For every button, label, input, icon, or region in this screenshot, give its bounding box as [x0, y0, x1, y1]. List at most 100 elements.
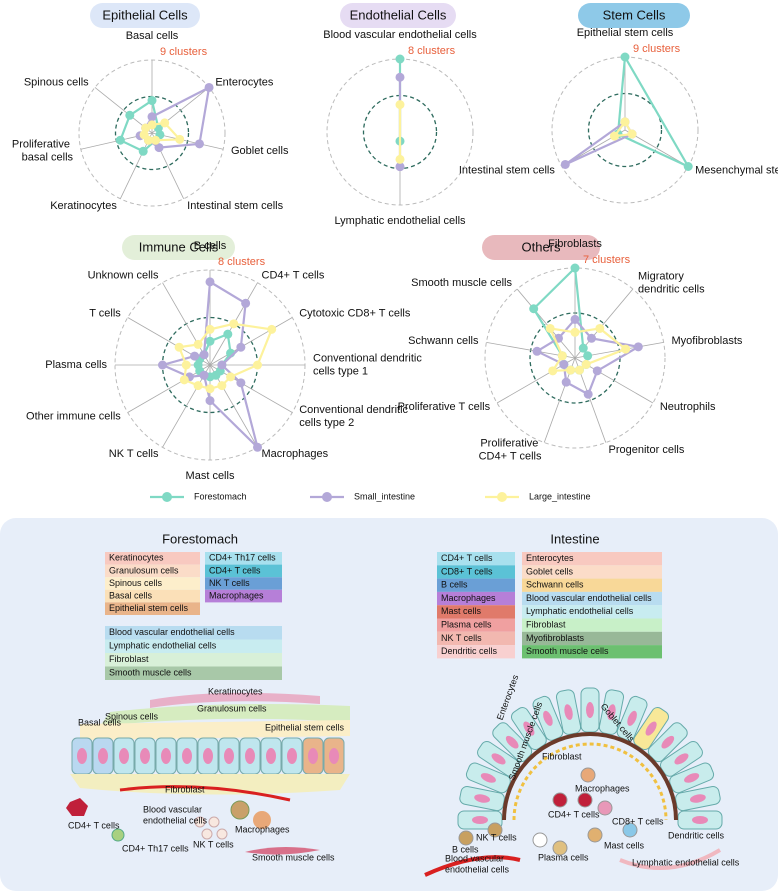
legend-swatch [105, 653, 282, 667]
axis-label: Macrophages [262, 448, 329, 460]
nucleus [491, 753, 506, 765]
nucleus [690, 794, 706, 803]
legend-item: Enterocytes [526, 553, 574, 563]
macrophage [253, 811, 271, 829]
series-point [683, 162, 693, 171]
title-pill [578, 3, 690, 28]
nucleus [564, 704, 573, 720]
fibro-arc [512, 742, 668, 821]
tissue-label: CD8+ T cells [612, 816, 664, 826]
legend-item: Blood vascular endothelial cells [109, 627, 235, 637]
legend-swatch [205, 589, 282, 603]
series-point [217, 381, 227, 391]
series-point [395, 162, 405, 172]
legend-item: Myofibroblasts [526, 633, 585, 643]
nucleus [472, 816, 488, 824]
series-point [194, 139, 204, 149]
series-point [581, 359, 591, 369]
nucleus [329, 748, 339, 764]
series-point [158, 360, 167, 370]
axis-label: Schwann cells [408, 335, 479, 347]
series-point [154, 143, 164, 153]
axis-label: Mesenchymal stem cells [695, 164, 778, 176]
tissue-label: CD4+ Th17 cells [122, 843, 189, 853]
series-point [204, 82, 214, 92]
nk-cell [216, 828, 228, 840]
tissue-label: Dendritic cells [668, 830, 725, 840]
series-point [223, 329, 233, 339]
axis-label: Intestinal stem cells [459, 164, 555, 176]
axis-label: Intestinal stem cells [187, 200, 283, 212]
nucleus [607, 704, 616, 720]
legend-item: Macrophages [209, 590, 264, 600]
axis-label: Epithelial stem cells [577, 27, 674, 39]
immune-cell [580, 767, 596, 783]
legend-item: B cells [441, 580, 468, 590]
series-point [199, 350, 209, 360]
immune-cell [622, 822, 638, 838]
series-point [587, 333, 597, 343]
series-point [115, 135, 125, 145]
legend-swatch [105, 589, 200, 603]
immune-cell [552, 792, 568, 808]
series-point [151, 135, 161, 145]
legend-item: Granulosum cells [109, 565, 179, 575]
axis-label: CD4+ T cells [262, 270, 325, 282]
vessel [424, 855, 521, 877]
legend-item: Spinous cells [109, 578, 163, 588]
legend-item: Lymphatic endothelial cells [109, 641, 217, 651]
tissue-label: Mast cells [604, 840, 645, 850]
axis-label: B cells [194, 240, 227, 252]
series-point [179, 375, 189, 385]
series-point [226, 372, 236, 382]
series-point [529, 304, 539, 314]
immune-cell [577, 792, 593, 808]
legend-item: Mast cells [441, 606, 482, 616]
title-pill [90, 3, 200, 28]
legend-swatch [105, 626, 282, 640]
immune-cell [458, 830, 474, 846]
nucleus [674, 753, 689, 765]
legend-swatch [205, 564, 282, 578]
series-point [532, 346, 542, 356]
cluster-label: 9 clusters [160, 46, 208, 58]
axis-label: Other immune cells [26, 410, 121, 422]
nucleus [645, 721, 657, 736]
chart-title: Immune Cells [139, 239, 219, 254]
immune-cell [597, 800, 613, 816]
keratin-layer [150, 692, 320, 708]
series-point [595, 323, 605, 333]
series-point [236, 378, 246, 388]
cluster-label: 7 clusters [583, 254, 631, 266]
nucleus [684, 773, 700, 783]
axis-label: Proliferative basal cells [12, 138, 74, 163]
axis-label: Conventional dendritic cells type 1 [313, 352, 425, 377]
series-point [545, 323, 555, 333]
cluster-label: 8 clusters [218, 256, 266, 268]
legend-swatch [105, 602, 200, 615]
legend-swatch [522, 605, 662, 619]
series-point [147, 112, 157, 122]
axis-label: Proliferative T cells [398, 401, 491, 413]
nucleus [266, 748, 276, 764]
series-point [621, 344, 631, 354]
legend-item: CD4+ Th17 cells [209, 553, 276, 563]
series-point [199, 370, 209, 380]
series-point [175, 134, 185, 144]
immune-cell [587, 827, 603, 843]
axis-label: Myofibroblasts [672, 335, 743, 347]
legend-label: Large_intestine [529, 491, 591, 501]
nucleus [308, 748, 318, 764]
legend-dot [162, 492, 172, 502]
series-point [578, 343, 588, 353]
legend-label: Forestomach [194, 491, 247, 501]
macrophage [230, 800, 250, 820]
legend-item: Smooth muscle cells [526, 646, 609, 656]
series-point [570, 314, 580, 324]
series-point [548, 366, 558, 376]
series-point [592, 366, 602, 376]
series-line [534, 317, 642, 396]
lymph-vessel [619, 848, 722, 870]
nucleus [98, 748, 108, 764]
